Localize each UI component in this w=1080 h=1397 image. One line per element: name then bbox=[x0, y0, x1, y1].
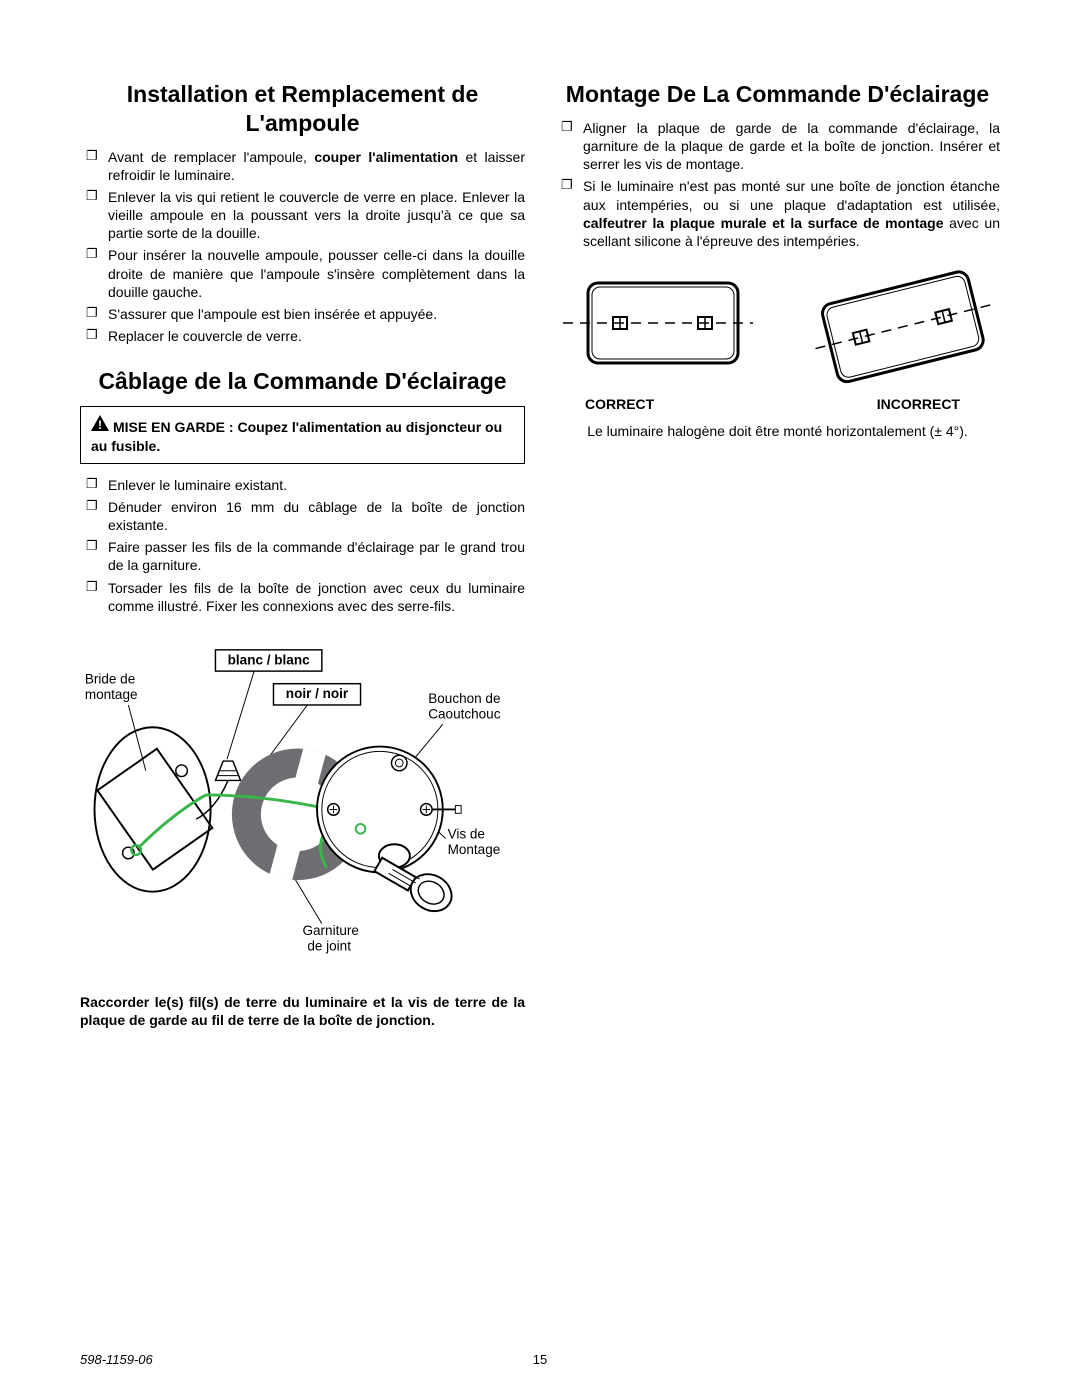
list-item: Replacer le couvercle de verre. bbox=[80, 327, 525, 345]
ground-note: Raccorder le(s) fil(s) de terre du lumin… bbox=[80, 993, 525, 1029]
text-bold: calfeutrer la plaque murale et la surfac… bbox=[583, 215, 944, 231]
list-item: Si le luminaire n'est pas monté sur une … bbox=[555, 177, 1000, 250]
list-item: Dénuder environ 16 mm du câblage de la b… bbox=[80, 498, 525, 534]
label-blanc: blanc / blanc bbox=[228, 652, 310, 667]
list-item: Enlever la vis qui retient le couvercle … bbox=[80, 188, 525, 243]
caption-mounting: Le luminaire halogène doit être monté ho… bbox=[555, 422, 1000, 441]
warning-box: ! MISE EN GARDE : Coupez l'alimentation … bbox=[80, 406, 525, 464]
warning-text: MISE EN GARDE : Coupez l'alimentation au… bbox=[91, 419, 502, 453]
mounting-figures bbox=[555, 268, 1000, 388]
text: Si le luminaire n'est pas monté sur une … bbox=[583, 178, 1000, 212]
label-garniture-1: Garniture bbox=[303, 923, 359, 938]
label-bride-2: montage bbox=[85, 687, 138, 702]
label-bride-1: Bride de bbox=[85, 672, 135, 687]
heading-wiring: Câblage de la Commande D'éclairage bbox=[80, 367, 525, 396]
label-bouchon-2: Caoutchouc bbox=[428, 707, 500, 722]
list-item: Enlever le luminaire existant. bbox=[80, 476, 525, 494]
heading-installation: Installation et Remplacement de L'ampoul… bbox=[80, 80, 525, 138]
label-garniture-2: de joint bbox=[307, 939, 351, 954]
list-item: S'assurer que l'ampoule est bien insérée… bbox=[80, 305, 525, 323]
figure-correct bbox=[563, 268, 753, 378]
text-bold: couper l'alimentation bbox=[314, 149, 458, 165]
page-footer: 598-1159-06 15 bbox=[80, 1352, 1000, 1367]
footer-pageno: 15 bbox=[533, 1352, 547, 1367]
label-bouchon-1: Bouchon de bbox=[428, 691, 500, 706]
list-installation: Avant de remplacer l'ampoule, couper l'a… bbox=[80, 148, 525, 346]
right-column: Montage De La Commande D'éclairage Align… bbox=[555, 80, 1000, 1029]
svg-text:!: ! bbox=[98, 418, 102, 431]
warning-icon: ! bbox=[91, 415, 109, 435]
list-mounting: Aligner la plaque de garde de la command… bbox=[555, 119, 1000, 250]
list-item: Pour insérer la nouvelle ampoule, pousse… bbox=[80, 246, 525, 301]
list-wiring: Enlever le luminaire existant. Dénuder e… bbox=[80, 476, 525, 615]
label-incorrect: INCORRECT bbox=[773, 396, 1001, 412]
list-item: Faire passer les fils de la commande d'é… bbox=[80, 538, 525, 574]
list-item: Torsader les fils de la boîte de jonctio… bbox=[80, 579, 525, 615]
text: Avant de remplacer l'ampoule, bbox=[108, 149, 314, 165]
footer-partno: 598-1159-06 bbox=[80, 1352, 153, 1367]
label-correct: CORRECT bbox=[555, 396, 773, 412]
left-column: Installation et Remplacement de L'ampoul… bbox=[80, 80, 525, 1029]
mount-labels: CORRECT INCORRECT bbox=[555, 396, 1000, 412]
label-vis-2: Montage bbox=[448, 842, 501, 857]
list-item: Avant de remplacer l'ampoule, couper l'a… bbox=[80, 148, 525, 184]
label-noir: noir / noir bbox=[286, 686, 349, 701]
heading-mounting: Montage De La Commande D'éclairage bbox=[555, 80, 1000, 109]
wiring-diagram: blanc / blanc noir / noir Bride de monta… bbox=[80, 645, 525, 974]
label-vis-1: Vis de bbox=[448, 826, 485, 841]
list-item: Aligner la plaque de garde de la command… bbox=[555, 119, 1000, 174]
page-columns: Installation et Remplacement de L'ampoul… bbox=[80, 80, 1000, 1029]
figure-incorrect bbox=[803, 268, 993, 388]
